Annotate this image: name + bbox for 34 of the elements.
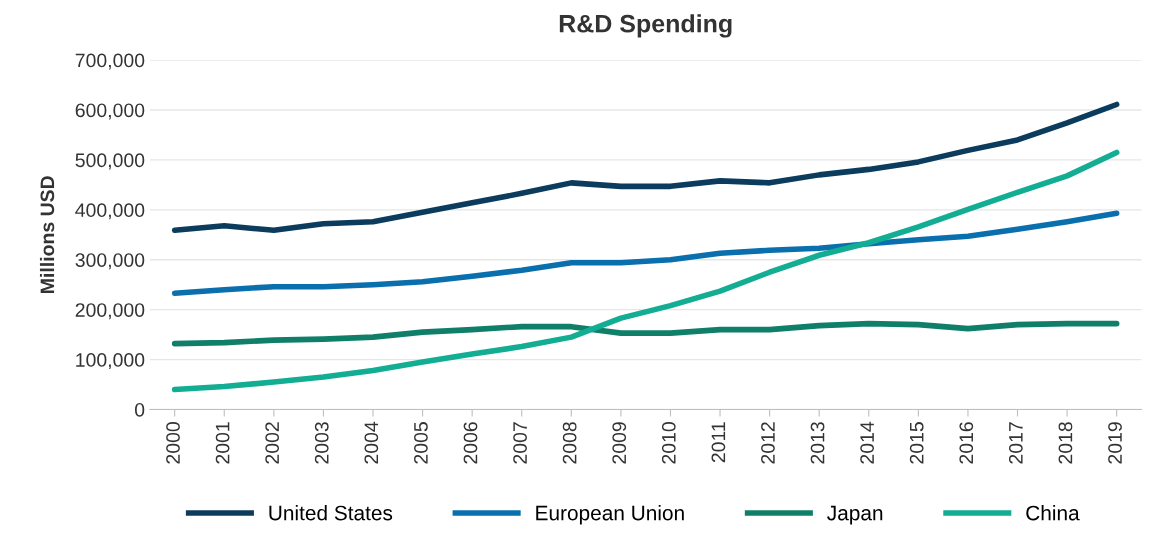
x-tick-label: 2008 [562,422,577,464]
y-tick-label: 500,000 [75,153,145,170]
x-tick-label: 2016 [959,422,974,464]
x-tick-label: 2002 [265,422,280,464]
y-tick-label: 100,000 [76,353,145,370]
x-tick-label: 2007 [513,422,527,464]
x-tick-label: 2001 [215,422,230,464]
x-tick-label: 2018 [1058,422,1073,464]
x-tick-label: 2013 [810,422,825,464]
y-tick-label: 700,000 [75,53,145,70]
y-tick-label: 400,000 [75,203,145,220]
x-tick-label: 2005 [414,422,428,464]
y-tick-label: 200,000 [75,303,145,320]
x-tick-label: 2010 [661,422,676,464]
x-tick-label: 2011 [711,422,726,463]
y-tick-label: 600,000 [75,103,145,120]
legend-label: European Union [536,505,684,525]
x-tick-label: 2015 [909,422,924,464]
x-tick-label: 2012 [761,422,775,464]
legend-label: Japan [827,505,883,525]
x-tick-label: 2003 [314,422,329,464]
x-tick-label: 2009 [612,422,627,464]
x-tick-label: 2006 [463,422,478,464]
legend-label: China [1026,505,1080,521]
x-tick-label: 2004 [364,421,379,464]
y-tick-label: 300,000 [75,253,145,270]
y-axis-title: Millions USD [39,176,55,293]
y-tick-label: 0 [134,402,145,417]
chart-title: R&D Spending [559,14,732,38]
legend-label: United States [269,505,393,521]
x-tick-label: 2019 [1108,422,1122,464]
x-tick-label: 2014 [860,421,875,464]
x-tick-label: 2000 [166,422,180,464]
x-tick-label: 2017 [1008,422,1023,464]
